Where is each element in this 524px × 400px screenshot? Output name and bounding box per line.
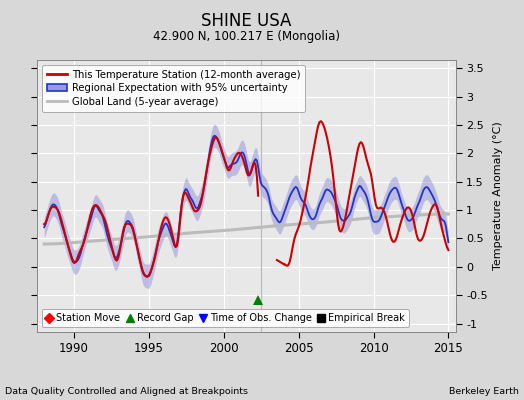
Text: SHINE USA: SHINE USA: [201, 12, 291, 30]
Text: 42.900 N, 100.217 E (Mongolia): 42.900 N, 100.217 E (Mongolia): [153, 30, 340, 43]
Text: Data Quality Controlled and Aligned at Breakpoints: Data Quality Controlled and Aligned at B…: [5, 387, 248, 396]
Text: Berkeley Earth: Berkeley Earth: [449, 387, 519, 396]
Legend: Station Move, Record Gap, Time of Obs. Change, Empirical Break: Station Move, Record Gap, Time of Obs. C…: [41, 309, 409, 327]
Y-axis label: Temperature Anomaly (°C): Temperature Anomaly (°C): [494, 122, 504, 270]
